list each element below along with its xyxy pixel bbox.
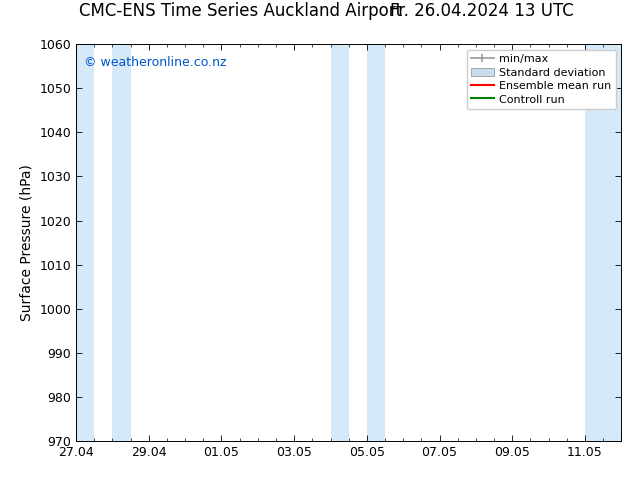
Bar bbox=[585, 44, 621, 441]
Bar bbox=[330, 44, 349, 441]
Y-axis label: Surface Pressure (hPa): Surface Pressure (hPa) bbox=[20, 164, 34, 321]
Text: CMC-ENS Time Series Auckland Airport: CMC-ENS Time Series Auckland Airport bbox=[79, 1, 403, 20]
Text: Fr. 26.04.2024 13 UTC: Fr. 26.04.2024 13 UTC bbox=[390, 1, 574, 20]
Bar bbox=[112, 44, 131, 441]
Bar bbox=[76, 44, 94, 441]
Text: © weatheronline.co.nz: © weatheronline.co.nz bbox=[84, 56, 227, 69]
Legend: min/max, Standard deviation, Ensemble mean run, Controll run: min/max, Standard deviation, Ensemble me… bbox=[467, 49, 616, 109]
Bar bbox=[367, 44, 385, 441]
